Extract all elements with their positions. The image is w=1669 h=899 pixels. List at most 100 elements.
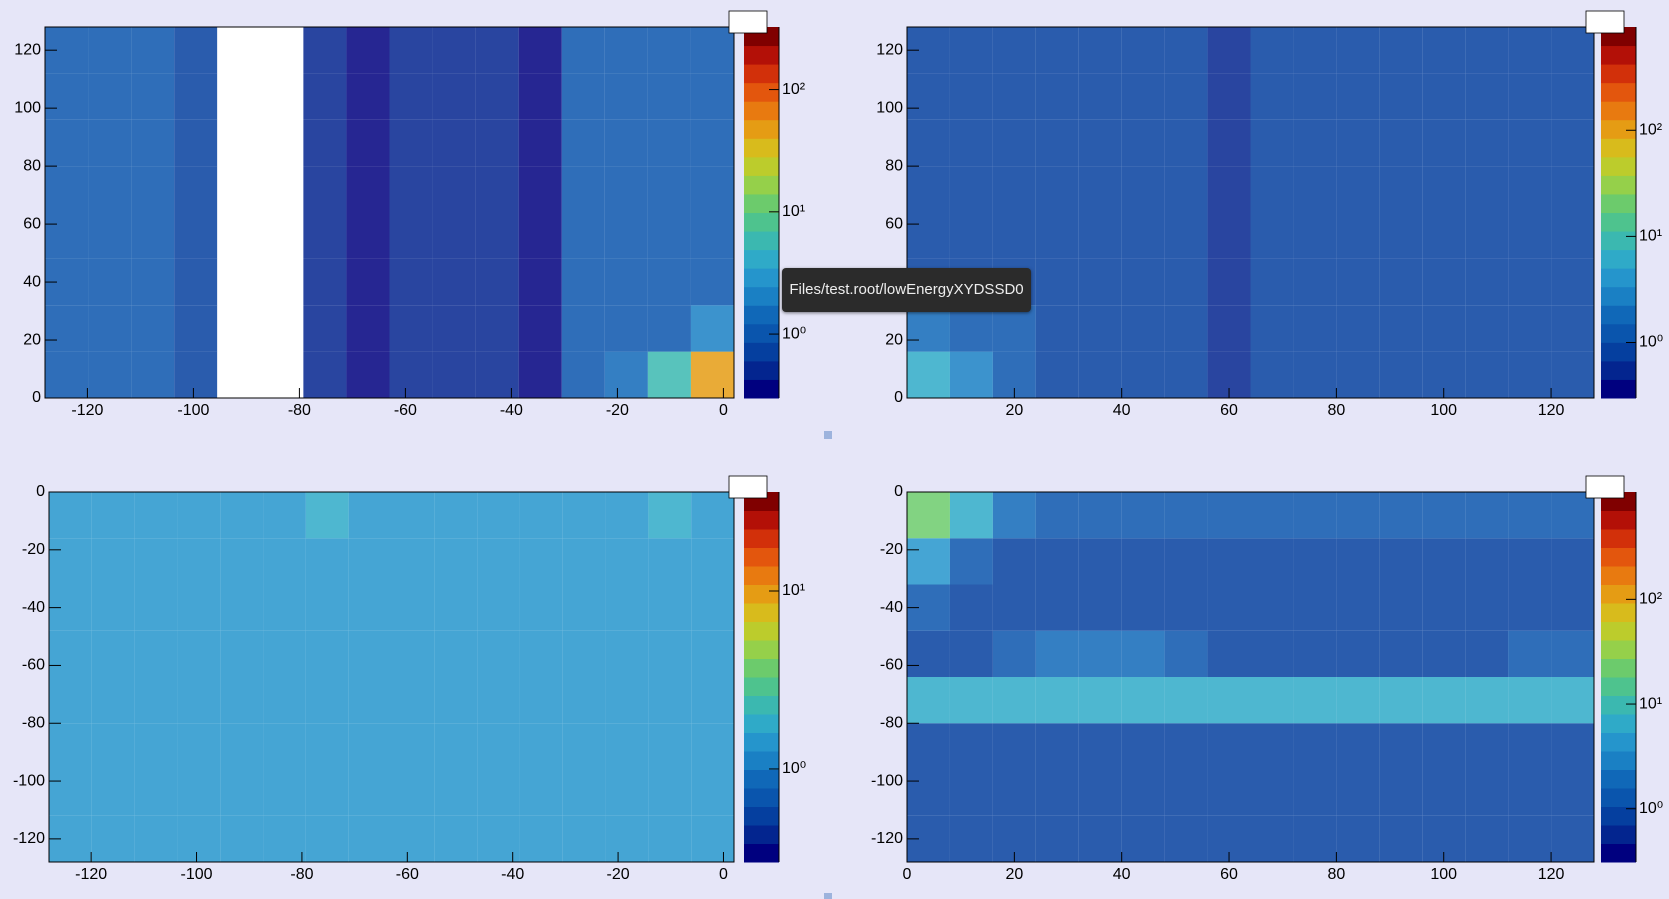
heatmap-cell xyxy=(177,538,221,585)
heatmap-cell xyxy=(1250,584,1294,631)
z-tick-label: 10² xyxy=(1639,121,1663,138)
heatmap-cell xyxy=(1207,258,1251,306)
heatmap-cell xyxy=(177,584,221,631)
y-tick-label: -20 xyxy=(880,541,903,558)
heatmap-cell xyxy=(49,538,92,585)
y-tick-label: -60 xyxy=(22,657,45,674)
heatmap-cell xyxy=(432,351,476,398)
x-tick-label: 20 xyxy=(1005,866,1023,883)
heatmap-cell xyxy=(907,723,950,770)
heatmap-cell xyxy=(1465,119,1509,167)
heatmap-cell xyxy=(1336,212,1380,259)
heatmap-cell xyxy=(1379,538,1423,585)
heatmap-cell xyxy=(604,305,648,352)
z-tick-label: 10¹ xyxy=(782,582,805,599)
heatmap-cell xyxy=(562,538,606,585)
heatmap-cell xyxy=(605,538,649,585)
heatmap-cell xyxy=(477,492,520,539)
heatmap-cell xyxy=(1422,305,1466,352)
heatmap-cell xyxy=(348,492,392,539)
heatmap-cell xyxy=(475,27,519,74)
heatmap-cell xyxy=(389,73,433,120)
heatmap-cell xyxy=(1379,630,1423,677)
heatmap-cell xyxy=(691,584,734,631)
heatmap-cell xyxy=(88,73,132,120)
y-tick-label: -80 xyxy=(880,714,903,731)
heatmap-cell xyxy=(174,166,218,213)
heatmap-cell xyxy=(1508,815,1552,862)
heatmap-cell xyxy=(1336,677,1380,724)
heatmap-cell xyxy=(1551,119,1594,167)
colorbar-band xyxy=(1601,119,1636,139)
heatmap-cell xyxy=(1465,305,1509,352)
heatmap-cell xyxy=(992,305,1036,352)
heatmap-cell xyxy=(1422,212,1466,259)
heatmap-cell xyxy=(346,351,390,398)
colorbar-band xyxy=(1601,156,1636,176)
heatmap-cell xyxy=(391,538,435,585)
heatmap-cell xyxy=(562,723,606,770)
heatmap-cell xyxy=(88,351,132,398)
heatmap-cell xyxy=(1121,212,1165,259)
colorbar-band xyxy=(1601,360,1636,380)
heatmap-cell xyxy=(1508,538,1552,585)
heatmap-cell xyxy=(1078,73,1122,120)
heatmap-cell xyxy=(1379,769,1423,816)
heatmap-cell xyxy=(647,351,691,398)
heatmap-cell xyxy=(648,723,692,770)
colorbar-band xyxy=(1601,640,1636,659)
heatmap-cell xyxy=(1465,258,1509,306)
heatmap-cell xyxy=(1207,27,1251,74)
heatmap-cell xyxy=(1422,166,1466,213)
colorbar-band xyxy=(1601,714,1636,733)
heatmap-cell xyxy=(389,305,433,352)
heatmap-cell xyxy=(907,73,950,120)
heatmap-cell xyxy=(690,351,734,398)
heatmap-cell xyxy=(518,119,562,167)
colorbar-band xyxy=(1601,342,1636,362)
heatmap-cell xyxy=(647,73,691,120)
heatmap-cell xyxy=(1379,212,1423,259)
x-tick-label: -60 xyxy=(396,866,419,883)
heatmap-cell xyxy=(1164,119,1208,167)
heatmap-cell xyxy=(260,73,304,120)
heatmap-cell xyxy=(1379,305,1423,352)
heatmap-cell xyxy=(1207,166,1251,213)
heatmap-cell xyxy=(303,305,347,352)
heatmap-cell xyxy=(348,815,392,862)
heatmap-cell xyxy=(1508,492,1552,539)
colorbar-band xyxy=(744,529,779,548)
heatmap-cell xyxy=(1121,351,1165,398)
heatmap-cell xyxy=(518,305,562,352)
heatmap-cell xyxy=(1078,630,1122,677)
heatmap-cell xyxy=(134,630,178,677)
colorbar-band xyxy=(1601,379,1636,399)
heatmap-cell xyxy=(907,677,950,724)
heatmap-cell xyxy=(519,538,563,585)
y-tick-label: -100 xyxy=(871,772,903,789)
heatmap-cell xyxy=(691,630,734,677)
z-tick-label: 10² xyxy=(1639,591,1663,608)
heatmap-cell xyxy=(1078,538,1122,585)
heatmap-cell xyxy=(477,677,520,724)
y-tick-label: -20 xyxy=(22,541,45,558)
heatmap-cell xyxy=(1121,492,1165,539)
heatmap-cell xyxy=(1035,166,1079,213)
heatmap-cell xyxy=(303,119,347,167)
heatmap-cell xyxy=(1336,769,1380,816)
heatmap-cell xyxy=(389,258,433,306)
heatmap-cell xyxy=(1250,212,1294,259)
colorbar-band xyxy=(1601,584,1636,604)
heatmap-cell xyxy=(177,815,221,862)
heatmap-cell xyxy=(1078,584,1122,631)
heatmap-cell xyxy=(217,305,261,352)
heatmap-cell xyxy=(1164,584,1208,631)
pad-divider xyxy=(824,893,832,899)
heatmap-cell xyxy=(346,258,390,306)
colorbar-band xyxy=(744,621,779,641)
colorbar-band xyxy=(1601,249,1636,269)
heatmap-cell xyxy=(389,212,433,259)
heatmap-cell xyxy=(1164,630,1208,677)
heatmap-cell xyxy=(475,119,519,167)
heatmap-cell xyxy=(88,27,132,74)
